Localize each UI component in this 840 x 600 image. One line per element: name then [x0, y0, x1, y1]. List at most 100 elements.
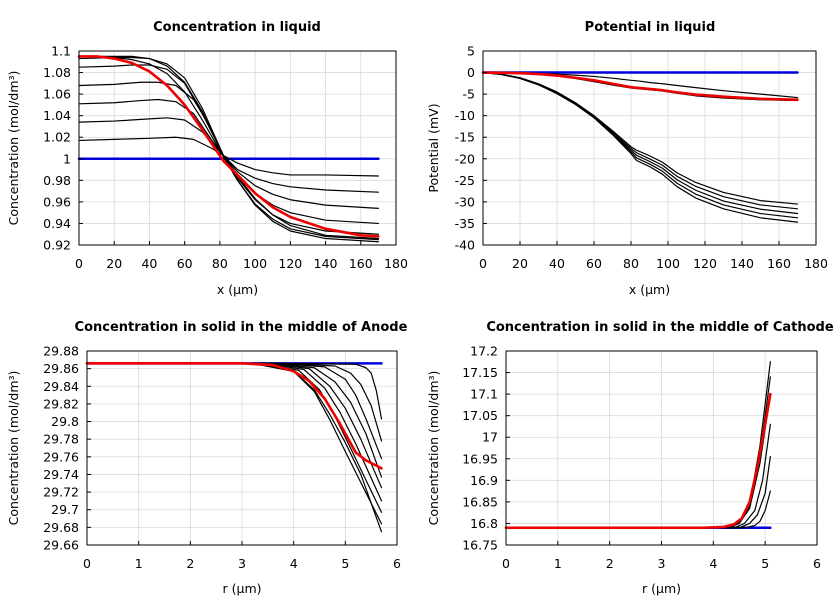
y-tick-label: 17.2 [470, 344, 498, 359]
series-line-c2 [505, 456, 771, 529]
chart-1: 0 20 40 60 80 100 120 140 160 180 -40 -35 -30 -25 -20 -… [426, 20, 828, 297]
y-tick-label: 29.68 [43, 520, 79, 535]
x-tick-label: 3 [238, 556, 246, 571]
x-tick-label: 0 [479, 256, 487, 271]
y-axis-label: Concentration (mol/dm³) [6, 371, 21, 526]
x-tick-label: 160 [767, 256, 791, 271]
x-tick-label: 80 [623, 256, 639, 271]
chart-title: Concentration in solid in the middle of … [75, 320, 408, 335]
y-tick-label: 1.1 [51, 44, 71, 59]
x-axis-label: x (µm) [629, 282, 670, 297]
series-line-u5 [482, 71, 799, 223]
x-tick-label: 0 [83, 556, 91, 571]
series-line-t6 [78, 56, 379, 241]
y-tick-label: 1.08 [43, 65, 71, 80]
y-tick-label: -35 [455, 216, 475, 231]
series-line-final [85, 362, 383, 470]
series-line-t8 [78, 55, 379, 240]
y-tick-label: 16.85 [462, 494, 498, 509]
y-tick-label: 0.98 [43, 173, 71, 188]
x-tick-label: 140 [314, 256, 338, 271]
y-tick-label: 1 [63, 151, 71, 166]
y-tick-label: 29.88 [43, 344, 79, 359]
series-line-c3 [505, 423, 771, 529]
x-tick-label: 20 [106, 256, 122, 271]
x-tick-label: 2 [186, 556, 194, 571]
y-tick-label: 0.96 [43, 194, 71, 209]
x-tick-label: 40 [549, 256, 565, 271]
y-tick-label: 29.82 [43, 396, 79, 411]
y-tick-label: 17.15 [462, 365, 498, 380]
x-tick-label: 4 [709, 556, 717, 571]
y-tick-label: -10 [455, 108, 475, 123]
x-tick-label: 140 [730, 256, 754, 271]
y-tick-label: 29.66 [43, 538, 79, 553]
series-line-t3 [78, 98, 379, 209]
y-tick-label: 17.05 [462, 408, 498, 423]
x-tick-label: 120 [278, 256, 302, 271]
x-tick-label: 4 [290, 556, 298, 571]
x-tick-label: 0 [75, 256, 83, 271]
x-tick-label: 100 [243, 256, 267, 271]
y-tick-label: 16.8 [470, 516, 498, 531]
y-tick-label: -15 [455, 130, 475, 145]
y-tick-label: -5 [463, 87, 475, 102]
y-tick-label: 29.8 [51, 414, 79, 429]
series-line-final [77, 55, 380, 238]
series-line-a9 [86, 362, 383, 533]
y-tick-label: -20 [455, 151, 475, 166]
y-tick-label: 17 [482, 430, 498, 445]
x-tick-label: 100 [656, 256, 680, 271]
y-tick-label: 29.84 [43, 379, 79, 394]
y-axis-label: Potential (mV) [426, 103, 441, 192]
y-tick-label: 29.78 [43, 432, 79, 447]
x-tick-label: 6 [393, 556, 401, 571]
series-line-final [481, 71, 799, 102]
y-axis-label: Concentration (mol/dm³) [426, 371, 441, 526]
series-line-a4 [86, 362, 383, 478]
series-line-c4 [505, 393, 771, 529]
series-line-c5 [505, 376, 771, 529]
x-tick-label: 6 [813, 556, 821, 571]
y-tick-label: 29.76 [43, 449, 79, 464]
series-line-final [504, 392, 772, 530]
chart-title: Concentration in solid in the middle of … [486, 320, 834, 335]
x-tick-label: 2 [606, 556, 614, 571]
y-axis-label: Concentration (mol/dm³) [6, 71, 21, 226]
y-tick-label: 1.04 [43, 108, 71, 123]
x-tick-label: 5 [761, 556, 769, 571]
y-tick-label: 29.86 [43, 361, 79, 376]
x-tick-label: 160 [349, 256, 373, 271]
chart-3: 0 1 2 3 4 5 6 16.75 16.8 16.85 16.9 16.95 17 17.05 17.… [426, 320, 834, 596]
y-tick-label: 1.02 [43, 130, 71, 145]
x-tick-label: 0 [502, 556, 510, 571]
series-line-a3 [86, 362, 383, 460]
y-tick-label: -40 [455, 238, 475, 253]
x-tick-label: 60 [586, 256, 602, 271]
series-line-t5 [78, 64, 379, 235]
y-tick-label: -25 [455, 173, 475, 188]
y-tick-label: 17.1 [470, 387, 498, 402]
y-tick-label: -30 [455, 194, 475, 209]
x-tick-label: 3 [658, 556, 666, 571]
x-tick-label: 60 [177, 256, 193, 271]
y-tick-label: 16.75 [462, 538, 498, 553]
series-line-t7 [78, 55, 379, 243]
y-tick-label: 0 [467, 65, 475, 80]
series-line-c1 [505, 490, 771, 529]
y-tick-label: 1.06 [43, 87, 71, 102]
x-tick-label: 1 [554, 556, 562, 571]
plot-area [78, 50, 397, 246]
x-tick-label: 180 [384, 256, 408, 271]
plot-area [482, 50, 817, 246]
series-line-c6 [505, 361, 771, 529]
series-line-t2 [78, 117, 379, 193]
series-line-t1 [78, 136, 379, 177]
x-tick-label: 80 [212, 256, 228, 271]
chart-0: 0 20 40 60 80 100 120 140 160 180 0.92 0.94 0.96 0.98… [6, 20, 408, 297]
series-line-u1 [482, 71, 799, 205]
series-line-a1 [86, 362, 383, 420]
x-tick-label: 20 [512, 256, 528, 271]
y-tick-label: 29.74 [43, 467, 79, 482]
